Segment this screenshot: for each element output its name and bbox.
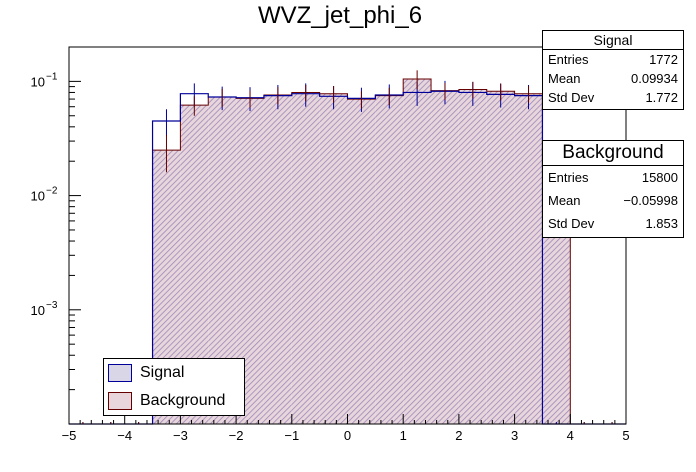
background-stats-header: Background bbox=[543, 141, 683, 166]
chart-title: WVZ_jet_phi_6 bbox=[257, 2, 423, 29]
background-bar bbox=[458, 89, 487, 425]
signal-stats-mean-row: Mean 0.09934 bbox=[543, 69, 683, 88]
signal-outline bbox=[69, 90, 626, 425]
stats-label: Mean bbox=[548, 71, 581, 86]
x-tick-label: 2 bbox=[455, 428, 462, 443]
stats-value: 1.772 bbox=[645, 90, 678, 105]
stats-value: 1.853 bbox=[645, 216, 678, 231]
signal-swatch-icon bbox=[108, 364, 132, 382]
background-stats-box: Background Entries 15800 Mean −0.05998 S… bbox=[542, 140, 684, 238]
stats-value: −0.05998 bbox=[623, 193, 678, 208]
y-tick-exponent: −1 bbox=[46, 71, 58, 82]
x-tick-label: −5 bbox=[62, 428, 77, 443]
x-tick-label: 0 bbox=[344, 428, 351, 443]
x-tick-label: −2 bbox=[229, 428, 244, 443]
legend-label-signal: Signal bbox=[140, 364, 185, 381]
background-bar bbox=[514, 93, 543, 425]
background-bar bbox=[375, 95, 404, 425]
x-tick-label: −4 bbox=[117, 428, 132, 443]
x-tick-label: 3 bbox=[511, 428, 518, 443]
stats-label: Entries bbox=[548, 170, 589, 185]
background-bar bbox=[291, 92, 320, 424]
stats-label: Std Dev bbox=[548, 216, 595, 231]
legend-entry-signal: Signal bbox=[104, 359, 244, 387]
y-tick-label: 10 bbox=[31, 303, 45, 318]
legend-label-background: Background bbox=[140, 392, 226, 409]
background-bar bbox=[263, 94, 292, 424]
background-bar bbox=[403, 78, 432, 424]
background-stats-mean-row: Mean −0.05998 bbox=[543, 189, 683, 212]
x-tick-label: −1 bbox=[284, 428, 299, 443]
stats-value: 15800 bbox=[641, 170, 678, 185]
x-tick-label: 1 bbox=[400, 428, 407, 443]
stats-label: Std Dev bbox=[548, 90, 595, 105]
signal-stats-entries-row: Entries 1772 bbox=[543, 50, 683, 69]
background-bar bbox=[431, 90, 459, 425]
y-tick-exponent: −3 bbox=[46, 300, 58, 311]
y-tick-label: 10 bbox=[31, 74, 45, 89]
signal-stats-header: Signal bbox=[543, 31, 683, 50]
x-tick-label: −3 bbox=[173, 428, 188, 443]
stats-label: Mean bbox=[548, 193, 581, 208]
legend-entry-background: Background bbox=[104, 387, 244, 415]
signal-stats-stddev-row: Std Dev 1.772 bbox=[543, 88, 683, 107]
stats-value: 1772 bbox=[649, 52, 678, 67]
stats-value: 0.09934 bbox=[631, 71, 678, 86]
background-stats-stddev-row: Std Dev 1.853 bbox=[543, 212, 683, 235]
background-swatch-icon bbox=[108, 392, 132, 410]
legend: Signal Background bbox=[103, 358, 245, 416]
x-tick-label: 4 bbox=[567, 428, 574, 443]
background-bar bbox=[486, 91, 515, 424]
background-bar bbox=[347, 99, 376, 424]
background-stats-entries-row: Entries 15800 bbox=[543, 166, 683, 189]
stats-label: Entries bbox=[548, 52, 589, 67]
x-tick-label: 5 bbox=[622, 428, 629, 443]
background-bar bbox=[319, 93, 348, 425]
y-tick-exponent: −2 bbox=[46, 186, 58, 197]
signal-stats-box: Signal Entries 1772 Mean 0.09934 Std Dev… bbox=[542, 30, 684, 110]
y-tick-label: 10 bbox=[31, 189, 45, 204]
